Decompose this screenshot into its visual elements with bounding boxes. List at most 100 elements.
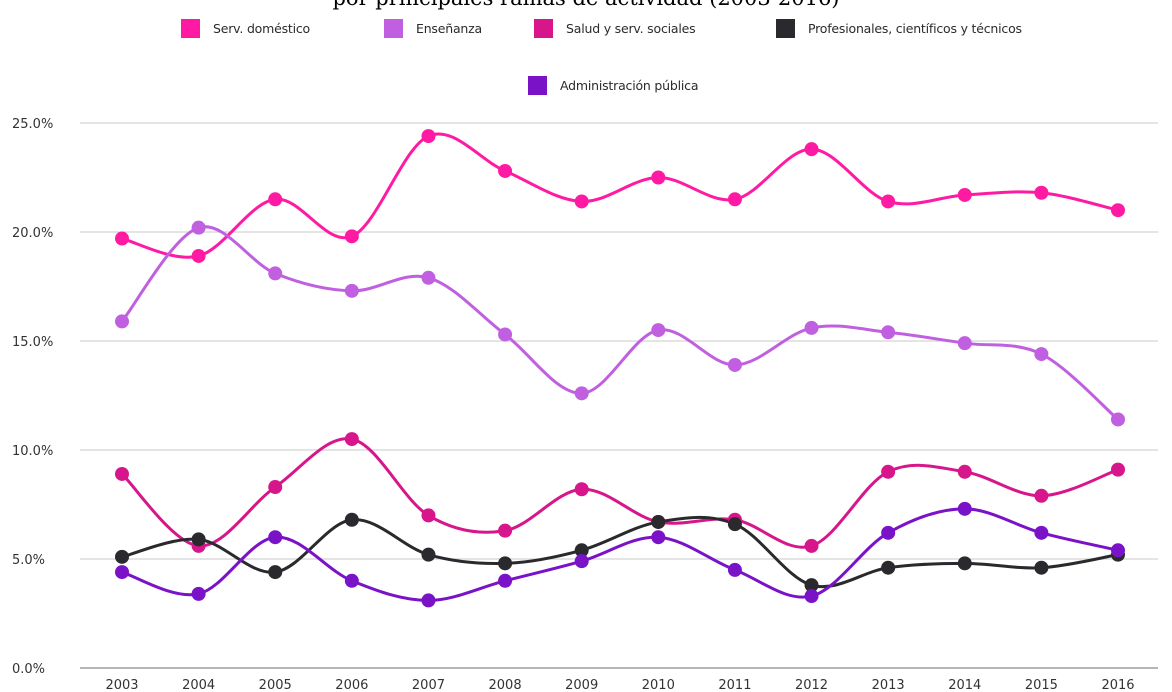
data-point[interactable] xyxy=(881,194,896,209)
data-point[interactable] xyxy=(344,573,359,588)
data-point[interactable] xyxy=(574,482,589,497)
data-point[interactable] xyxy=(1034,488,1049,503)
series-points xyxy=(115,129,1125,608)
data-point[interactable] xyxy=(115,231,129,246)
data-point[interactable] xyxy=(191,248,206,263)
x-tick-label: 2012 xyxy=(795,678,828,692)
legend-swatch xyxy=(534,18,553,38)
data-point[interactable] xyxy=(498,163,513,178)
data-point[interactable] xyxy=(191,220,206,235)
data-point[interactable] xyxy=(651,514,666,529)
y-tick-label: 20.0% xyxy=(12,226,53,241)
data-point[interactable] xyxy=(268,565,283,580)
data-point[interactable] xyxy=(1111,412,1125,427)
data-point[interactable] xyxy=(574,386,589,401)
data-point[interactable] xyxy=(574,194,589,209)
legend-item-ensenanza[interactable]: Enseñanza xyxy=(384,18,482,38)
data-point[interactable] xyxy=(498,556,513,571)
legend-swatch xyxy=(528,75,547,95)
data-point[interactable] xyxy=(268,480,283,495)
gridlines xyxy=(80,122,1158,669)
data-point[interactable] xyxy=(574,543,589,558)
data-point[interactable] xyxy=(957,464,972,479)
data-point[interactable] xyxy=(1111,543,1125,558)
data-point[interactable] xyxy=(957,187,972,202)
data-point[interactable] xyxy=(344,283,359,298)
x-tick-label: 2015 xyxy=(1025,678,1058,692)
data-point[interactable] xyxy=(957,501,972,516)
data-point[interactable] xyxy=(344,229,359,244)
data-point[interactable] xyxy=(191,586,206,601)
legend-item-salud[interactable]: Salud y serv. sociales xyxy=(534,18,696,38)
legend-swatch xyxy=(181,18,200,38)
y-tick-label: 0.0% xyxy=(12,662,45,677)
x-tick-label: 2007 xyxy=(412,678,445,692)
legend-swatch xyxy=(776,18,795,38)
y-axis-labels: 0.0% 5.0% 10.0% 15.0% 20.0% 25.0% xyxy=(12,117,53,677)
data-point[interactable] xyxy=(881,525,896,540)
data-point[interactable] xyxy=(574,554,589,569)
y-tick-label: 5.0% xyxy=(12,553,45,568)
data-point[interactable] xyxy=(421,270,436,285)
data-point[interactable] xyxy=(881,560,896,575)
data-point[interactable] xyxy=(1034,525,1049,540)
data-point[interactable] xyxy=(804,589,819,604)
series-line xyxy=(120,515,1120,589)
series-line xyxy=(120,225,1120,421)
legend-label: Enseñanza xyxy=(416,20,482,36)
data-point[interactable] xyxy=(804,320,819,335)
legend-item-administracion[interactable]: Administración pública xyxy=(528,75,698,95)
data-point[interactable] xyxy=(268,530,283,545)
data-point[interactable] xyxy=(344,512,359,527)
data-point[interactable] xyxy=(421,508,436,523)
data-point[interactable] xyxy=(881,464,896,479)
chart-caption: por principales ramas de actividad (2003… xyxy=(0,0,1172,10)
data-point[interactable] xyxy=(115,565,129,580)
data-point[interactable] xyxy=(651,170,666,185)
x-tick-label: 2016 xyxy=(1101,678,1134,692)
data-point[interactable] xyxy=(268,192,283,207)
data-point[interactable] xyxy=(804,578,819,593)
data-point[interactable] xyxy=(191,532,206,547)
data-point[interactable] xyxy=(1034,185,1049,200)
data-point[interactable] xyxy=(957,336,972,351)
x-tick-label: 2011 xyxy=(718,678,751,692)
x-tick-label: 2005 xyxy=(259,678,292,692)
legend-swatch xyxy=(384,18,403,38)
data-point[interactable] xyxy=(727,562,742,577)
data-point[interactable] xyxy=(1111,462,1125,477)
data-point[interactable] xyxy=(421,129,436,144)
data-point[interactable] xyxy=(1111,203,1125,218)
data-point[interactable] xyxy=(727,357,742,372)
data-point[interactable] xyxy=(957,556,972,571)
data-point[interactable] xyxy=(344,432,359,447)
data-point[interactable] xyxy=(1034,347,1049,362)
data-point[interactable] xyxy=(421,593,436,608)
legend-label: Salud y serv. sociales xyxy=(566,20,696,36)
data-point[interactable] xyxy=(115,314,129,329)
data-point[interactable] xyxy=(804,142,819,157)
legend-label: Administración pública xyxy=(560,77,699,93)
legend-item-profesionales[interactable]: Profesionales, científicos y técnicos xyxy=(776,18,1022,38)
data-point[interactable] xyxy=(651,530,666,545)
legend-item-serv-domestico[interactable]: Serv. doméstico xyxy=(181,18,310,38)
data-point[interactable] xyxy=(498,327,513,342)
data-point[interactable] xyxy=(421,547,436,562)
data-point[interactable] xyxy=(727,517,742,532)
y-tick-label: 10.0% xyxy=(12,444,53,459)
data-point[interactable] xyxy=(804,538,819,553)
data-point[interactable] xyxy=(651,323,666,338)
y-tick-label: 25.0% xyxy=(12,117,53,132)
data-point[interactable] xyxy=(115,549,129,564)
x-tick-label: 2013 xyxy=(872,678,905,692)
data-point[interactable] xyxy=(268,266,283,281)
data-point[interactable] xyxy=(727,192,742,207)
data-point[interactable] xyxy=(498,523,513,538)
x-axis-labels: 2003 2004 2005 2006 2007 2008 2009 2010 2011 2012… xyxy=(105,678,1134,692)
x-tick-label: 2003 xyxy=(105,678,138,692)
data-point[interactable] xyxy=(115,466,129,481)
data-point[interactable] xyxy=(1034,560,1049,575)
series-line xyxy=(120,507,1120,602)
data-point[interactable] xyxy=(498,573,513,588)
data-point[interactable] xyxy=(881,325,896,340)
